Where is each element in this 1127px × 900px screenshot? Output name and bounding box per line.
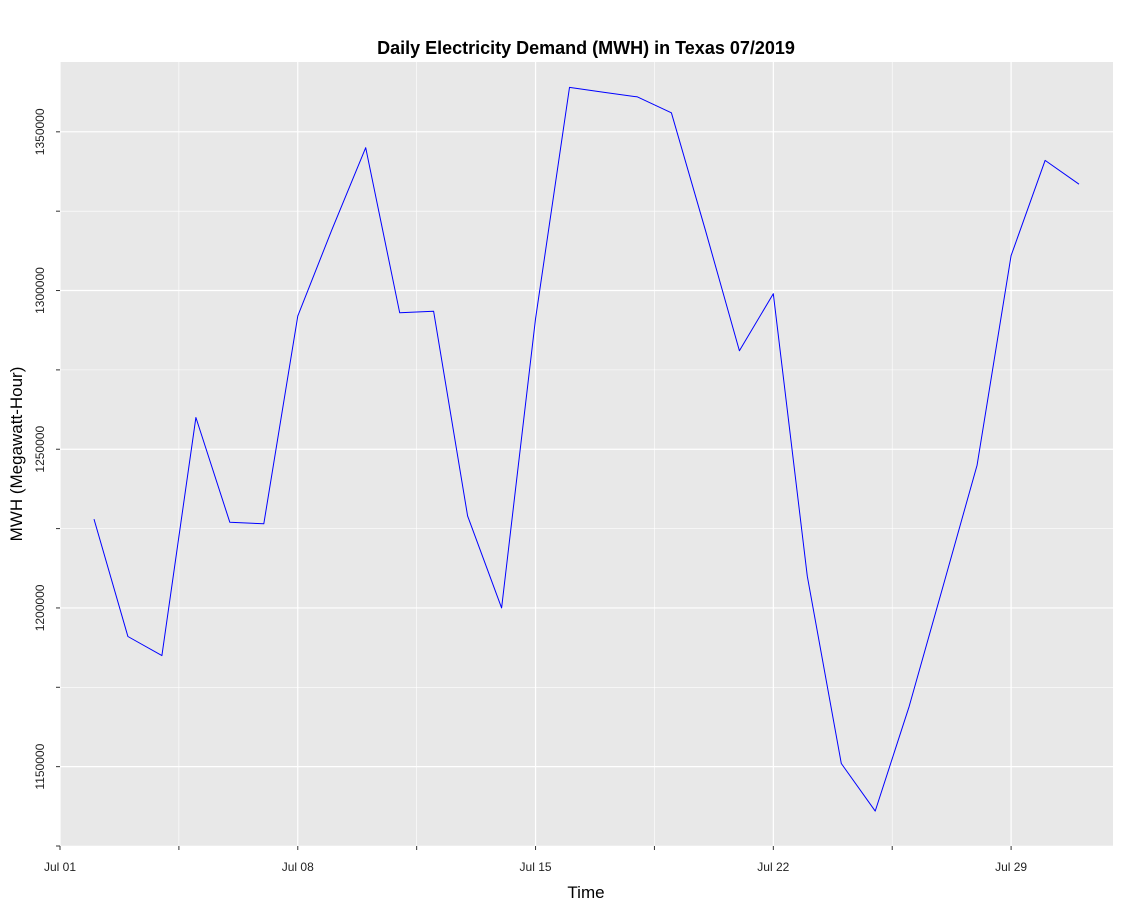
series-layer — [93, 86, 1080, 812]
plot-panel — [60, 62, 1113, 846]
y-tick-label: 1300000 — [33, 267, 47, 314]
y-tick-label: 1200000 — [33, 584, 47, 631]
major-gridlines — [59, 62, 1113, 846]
series-line — [93, 86, 1080, 812]
x-tick-label: Jul 22 — [757, 860, 789, 874]
y-axis: 1150000 1200000 1250000 1300000 1350000 — [33, 108, 60, 847]
y-tick-label: 1350000 — [33, 108, 47, 155]
chart-title: Daily Electricity Demand (MWH) in Texas … — [377, 38, 795, 58]
x-axis: Jul 01 Jul 08 Jul 15 Jul 22 Jul 29 — [44, 846, 1027, 874]
y-axis-title: MWH (Megawatt-Hour) — [7, 367, 26, 542]
y-tick-label: 1150000 — [33, 743, 47, 789]
y-tick-label: 1250000 — [33, 426, 47, 473]
x-tick-label: Jul 15 — [520, 860, 552, 874]
x-axis-title: Time — [567, 883, 604, 900]
x-tick-label: Jul 01 — [44, 860, 76, 874]
minor-gridlines — [60, 62, 1113, 847]
x-tick-label: Jul 29 — [995, 860, 1027, 874]
x-tick-label: Jul 08 — [282, 860, 314, 874]
